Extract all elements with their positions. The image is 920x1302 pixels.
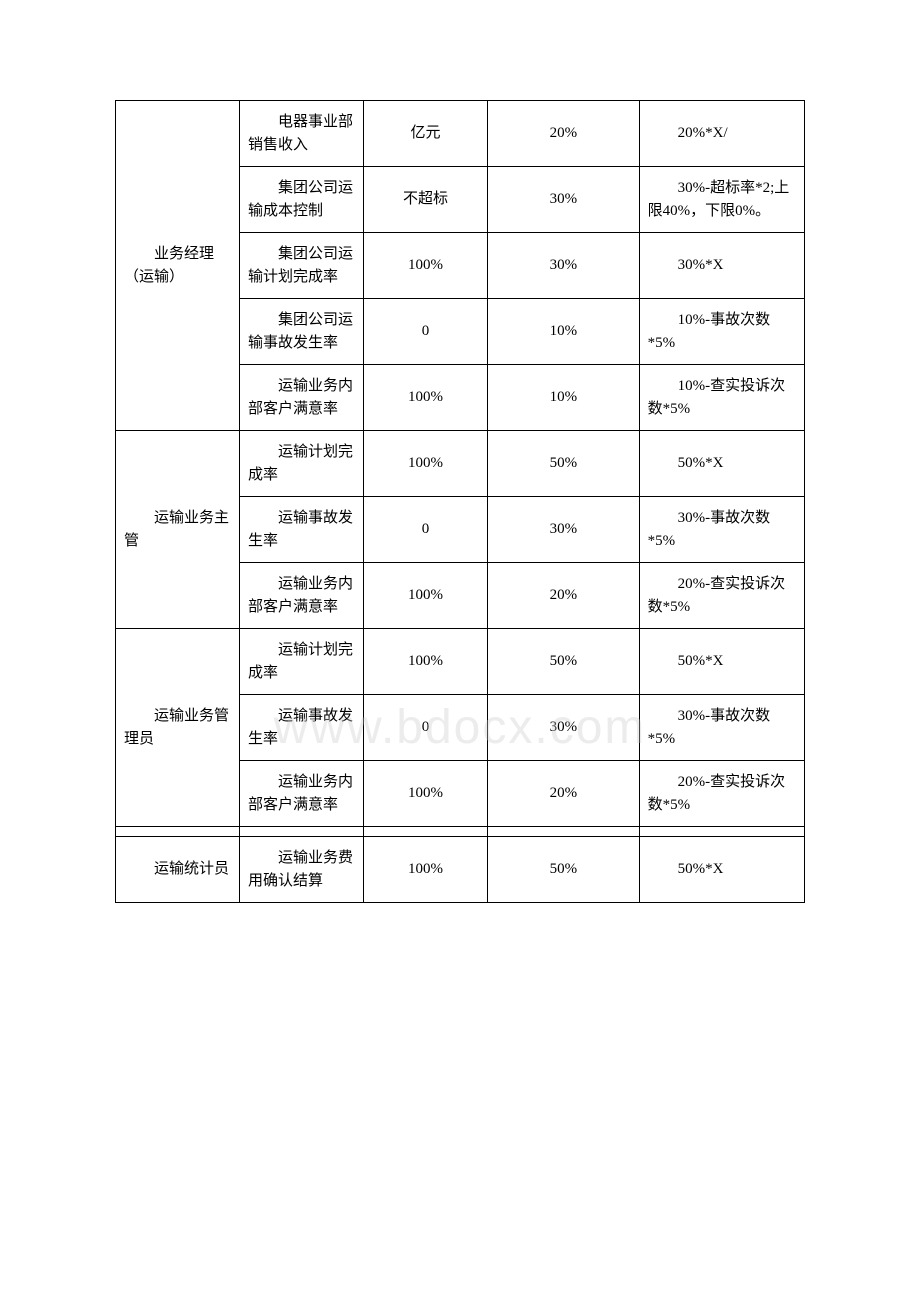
target-cell: 不超标 xyxy=(364,167,488,233)
metric-cell: 集团公司运输成本控制 xyxy=(240,167,364,233)
target-cell: 100% xyxy=(364,431,488,497)
calc-cell: 10%-事故次数*5% xyxy=(639,299,804,365)
calc-cell: 50%*X xyxy=(639,837,804,903)
metric-cell: 运输计划完成率 xyxy=(240,629,364,695)
weight-cell: 50% xyxy=(488,431,640,497)
calc-cell: 10%-查实投诉次数*5% xyxy=(639,365,804,431)
target-cell: 0 xyxy=(364,299,488,365)
calc-cell: 20%*X/ xyxy=(639,101,804,167)
weight-cell: 20% xyxy=(488,761,640,827)
spacer-row xyxy=(116,827,805,837)
table-row: 运输统计员 运输业务费用确认结算 100% 50% 50%*X xyxy=(116,837,805,903)
metric-cell: 运输事故发生率 xyxy=(240,497,364,563)
weight-cell: 30% xyxy=(488,497,640,563)
weight-cell: 30% xyxy=(488,167,640,233)
target-cell: 100% xyxy=(364,629,488,695)
weight-cell: 10% xyxy=(488,365,640,431)
calc-cell: 50%*X xyxy=(639,629,804,695)
target-cell: 100% xyxy=(364,365,488,431)
role-cell: 运输业务主管 xyxy=(116,431,240,629)
target-cell: 0 xyxy=(364,497,488,563)
target-cell: 0 xyxy=(364,695,488,761)
weight-cell: 30% xyxy=(488,233,640,299)
metric-cell: 集团公司运输事故发生率 xyxy=(240,299,364,365)
weight-cell: 20% xyxy=(488,101,640,167)
calc-cell: 30%*X xyxy=(639,233,804,299)
role-cell: 运输业务管理员 xyxy=(116,629,240,827)
weight-cell: 20% xyxy=(488,563,640,629)
role-cell: 运输统计员 xyxy=(116,837,240,903)
target-cell: 100% xyxy=(364,761,488,827)
weight-cell: 50% xyxy=(488,837,640,903)
role-cell: 业务经理（运输） xyxy=(116,101,240,431)
target-cell: 100% xyxy=(364,563,488,629)
weight-cell: 10% xyxy=(488,299,640,365)
target-cell: 亿元 xyxy=(364,101,488,167)
metric-cell: 运输业务费用确认结算 xyxy=(240,837,364,903)
table-row: 运输业务管理员 运输计划完成率 100% 50% 50%*X xyxy=(116,629,805,695)
metric-cell: 集团公司运输计划完成率 xyxy=(240,233,364,299)
metric-cell: 运输业务内部客户满意率 xyxy=(240,563,364,629)
metric-cell: 运输业务内部客户满意率 xyxy=(240,365,364,431)
metric-cell: 运输业务内部客户满意率 xyxy=(240,761,364,827)
table-row: 运输业务主管 运输计划完成率 100% 50% 50%*X xyxy=(116,431,805,497)
metric-cell: 运输计划完成率 xyxy=(240,431,364,497)
metric-cell: 电器事业部销售收入 xyxy=(240,101,364,167)
calc-cell: 30%-事故次数*5% xyxy=(639,695,804,761)
calc-cell: 20%-查实投诉次数*5% xyxy=(639,761,804,827)
weight-cell: 30% xyxy=(488,695,640,761)
metric-cell: 运输事故发生率 xyxy=(240,695,364,761)
target-cell: 100% xyxy=(364,837,488,903)
calc-cell: 50%*X xyxy=(639,431,804,497)
calc-cell: 30%-事故次数*5% xyxy=(639,497,804,563)
calc-cell: 20%-查实投诉次数*5% xyxy=(639,563,804,629)
calc-cell: 30%-超标率*2;上限40%，下限0%。 xyxy=(639,167,804,233)
kpi-table: 业务经理（运输） 电器事业部销售收入 亿元 20% 20%*X/ 集团公司运输成… xyxy=(115,100,805,903)
weight-cell: 50% xyxy=(488,629,640,695)
table-row: 业务经理（运输） 电器事业部销售收入 亿元 20% 20%*X/ xyxy=(116,101,805,167)
target-cell: 100% xyxy=(364,233,488,299)
